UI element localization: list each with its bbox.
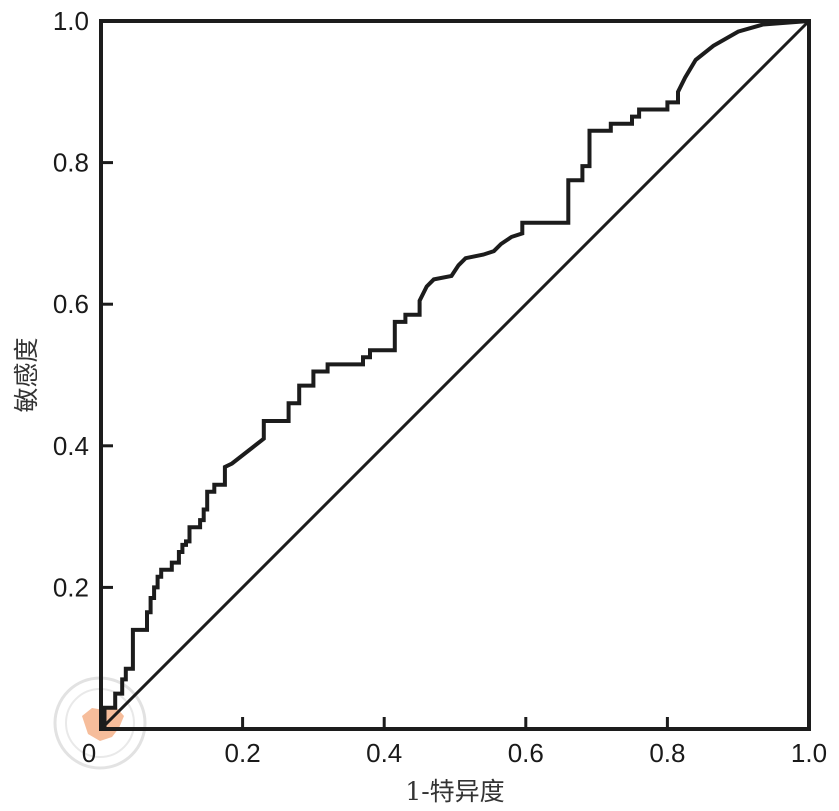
x-tick-label: 0.6 [508,738,544,768]
reference-diagonal-line [99,19,811,731]
tick-marks [101,161,669,729]
x-axis-title: 1-特异度 [405,777,504,806]
series-layer [99,19,811,731]
x-tick-label: 0 [82,738,96,768]
roc-curve-line [101,19,810,731]
y-tick-label: 0.8 [53,148,89,178]
y-tick-label: 1.0 [53,6,89,36]
x-tick-label: 1.0 [791,738,827,768]
y-tick-label: 0.2 [53,572,89,602]
y-tick-label: 0.4 [53,431,89,461]
x-tick-label: 0.8 [649,738,685,768]
x-tick-label: 0.2 [225,738,261,768]
plot-frame [99,19,811,731]
y-tick-label: 0.6 [53,289,89,319]
y-axis-title: 敏感度 [12,337,41,412]
x-tick-label: 0.4 [366,738,402,768]
tick-labels: 0 0.2 0.4 0.6 0.8 1.0 0.2 0.4 0.6 0.8 1.0 [53,6,827,768]
